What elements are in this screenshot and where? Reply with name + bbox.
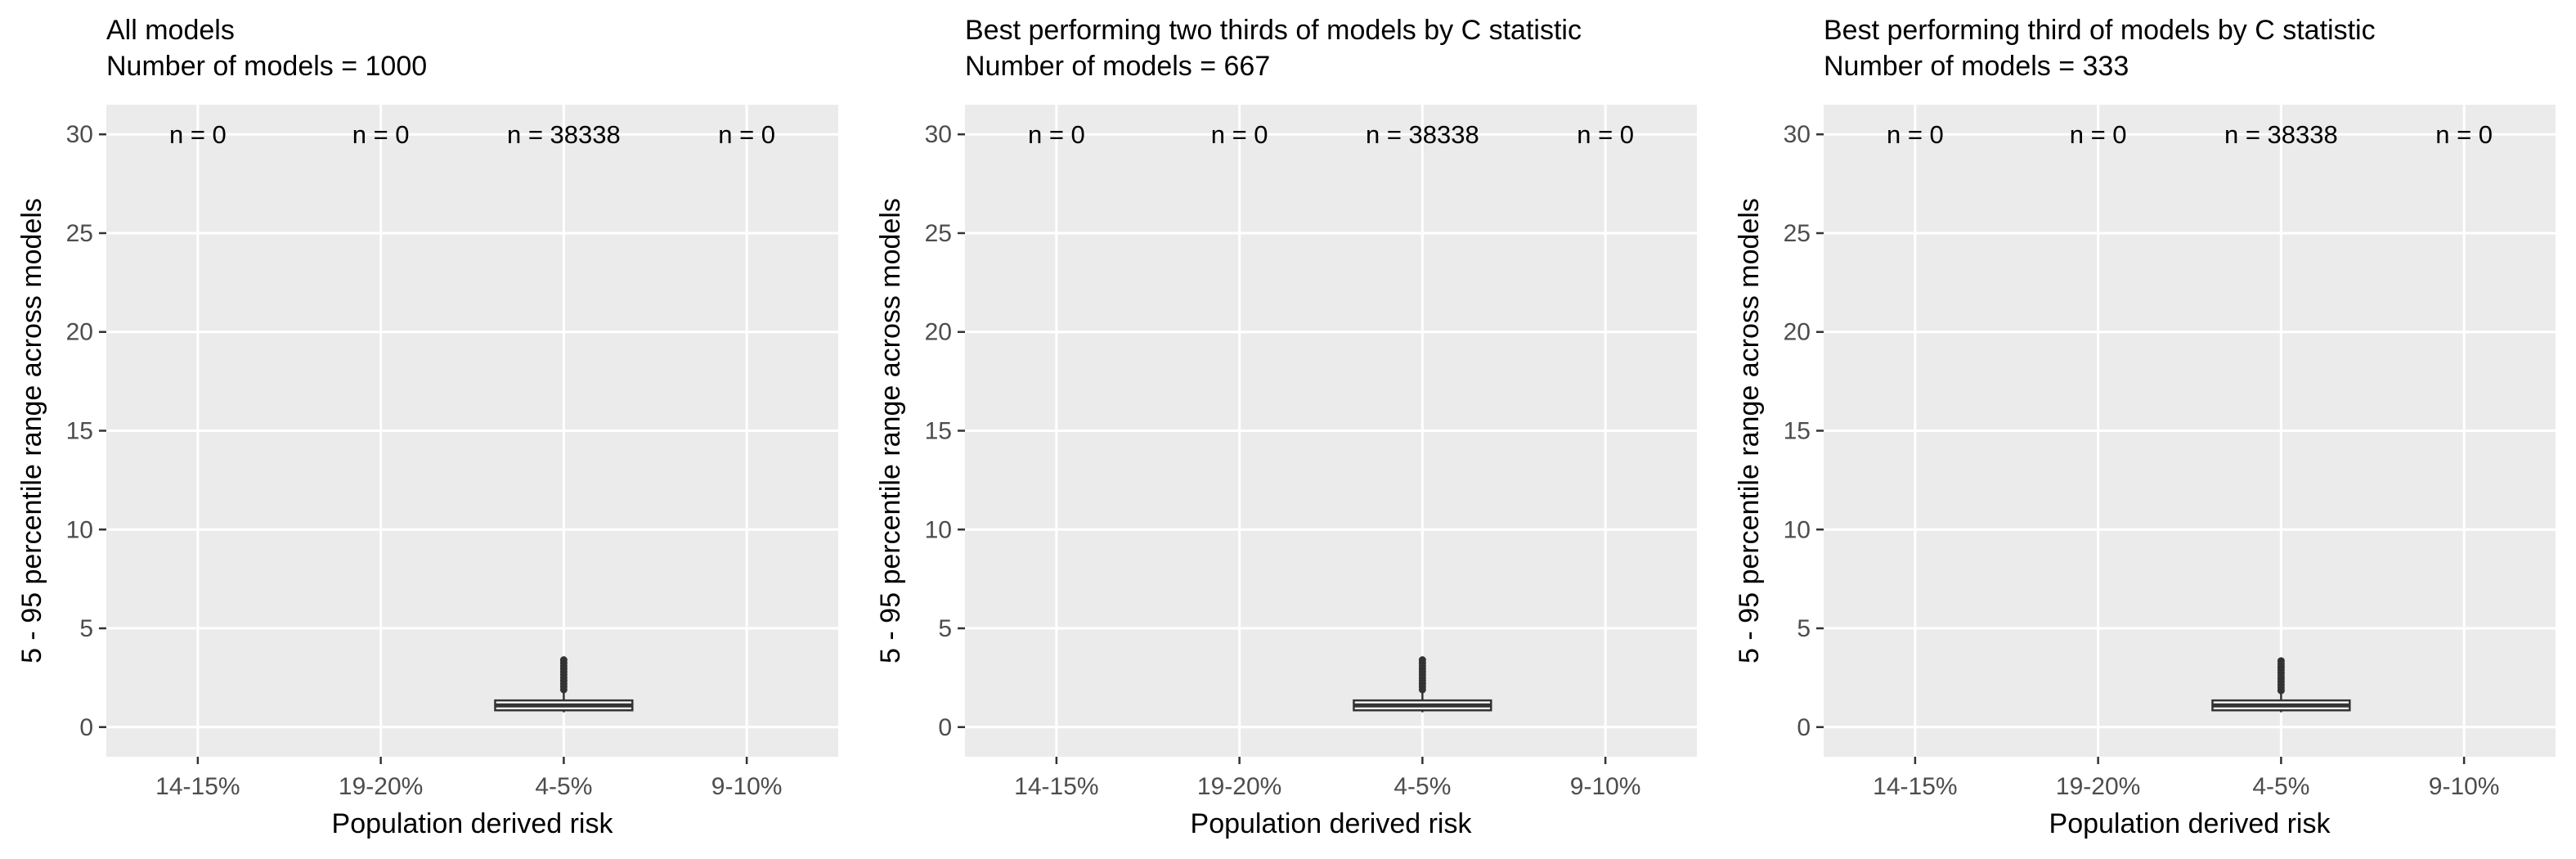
y-tick-label: 10 [66,516,93,543]
x-axis-title: Population derived risk [1191,808,1473,839]
y-tick-label: 5 [1797,615,1811,642]
y-tick-label: 15 [66,418,93,445]
x-tick-label: 14-15% [155,773,240,800]
boxplot-2 [2211,657,2351,713]
y-tick-label: 30 [925,121,952,148]
y-tick-label: 20 [66,319,93,346]
chart-subtitle: Number of models = 1000 [106,51,427,82]
chart-title: Best performing two thirds of models by … [965,15,1582,46]
x-tick-label: 4-5% [2252,773,2309,800]
y-tick-label: 20 [1784,319,1811,346]
x-tick-label: 14-15% [1873,773,1957,800]
y-tick-label: 25 [66,220,93,247]
outlier-point [559,656,568,664]
count-label: n = 38338 [2224,120,2338,149]
count-label: n = 0 [1577,120,1634,149]
count-label: n = 0 [1211,120,1268,149]
outlier-point [2277,657,2285,665]
x-tick-label: 9-10% [2429,773,2500,800]
panel-1: 0 5 10 15 20 25 30 14-15% 19-20% 4-5% 9-10% n = 0 n … [16,15,838,839]
count-label: n = 0 [1028,120,1085,149]
y-tick-label: 15 [1784,418,1811,445]
chart-title: Best performing third of models by C sta… [1824,15,2376,46]
y-axis-title: 5 - 95 percentile range across models [875,198,906,663]
y-tick-label: 0 [938,714,952,741]
outlier-point [1418,656,1426,664]
x-axis-title: Population derived risk [2049,808,2331,839]
y-tick-label: 20 [925,319,952,346]
y-tick-label: 30 [1784,121,1811,148]
y-tick-label: 10 [1784,516,1811,543]
x-tick-label: 4-5% [1393,773,1451,800]
panel-3: 0 5 10 15 20 25 30 14-15% 19-20% 4-5% 9-10% n = 0 n … [1734,15,2556,839]
x-tick-label: 14-15% [1014,773,1098,800]
count-label: n = 0 [2435,120,2493,149]
x-tick-label: 9-10% [1570,773,1641,800]
x-tick-label: 19-20% [1197,773,1281,800]
count-label: n = 38338 [507,120,621,149]
count-label: n = 0 [2070,120,2127,149]
y-tick-label: 0 [1797,714,1811,741]
y-tick-label: 25 [1784,220,1811,247]
chart-title: All models [106,15,235,46]
y-tick-label: 0 [79,714,93,741]
count-label: n = 0 [718,120,775,149]
x-tick-label: 19-20% [339,773,423,800]
x-tick-label: 19-20% [2056,773,2140,800]
y-tick-label: 30 [66,121,93,148]
y-tick-label: 10 [925,516,952,543]
y-tick-label: 5 [938,615,952,642]
x-tick-label: 4-5% [535,773,592,800]
y-tick-label: 15 [925,418,952,445]
chart-subtitle: Number of models = 333 [1824,51,2129,82]
x-axis-title: Population derived risk [332,808,614,839]
chart-subtitle: Number of models = 667 [965,51,1270,82]
boxplot-2 [1353,656,1492,713]
y-tick-label: 25 [925,220,952,247]
y-tick-label: 5 [79,615,93,642]
y-axis-title: 5 - 95 percentile range across models [16,198,47,663]
count-label: n = 0 [169,120,227,149]
count-label: n = 0 [1887,120,1944,149]
x-tick-label: 9-10% [711,773,783,800]
panel-2: 0 5 10 15 20 25 30 14-15% 19-20% 4-5% 9-10% n = 0 n … [875,15,1697,839]
count-label: n = 0 [352,120,410,149]
boxplot-2 [494,656,634,713]
count-label: n = 38338 [1366,120,1479,149]
y-axis-title: 5 - 95 percentile range across models [1734,198,1765,663]
